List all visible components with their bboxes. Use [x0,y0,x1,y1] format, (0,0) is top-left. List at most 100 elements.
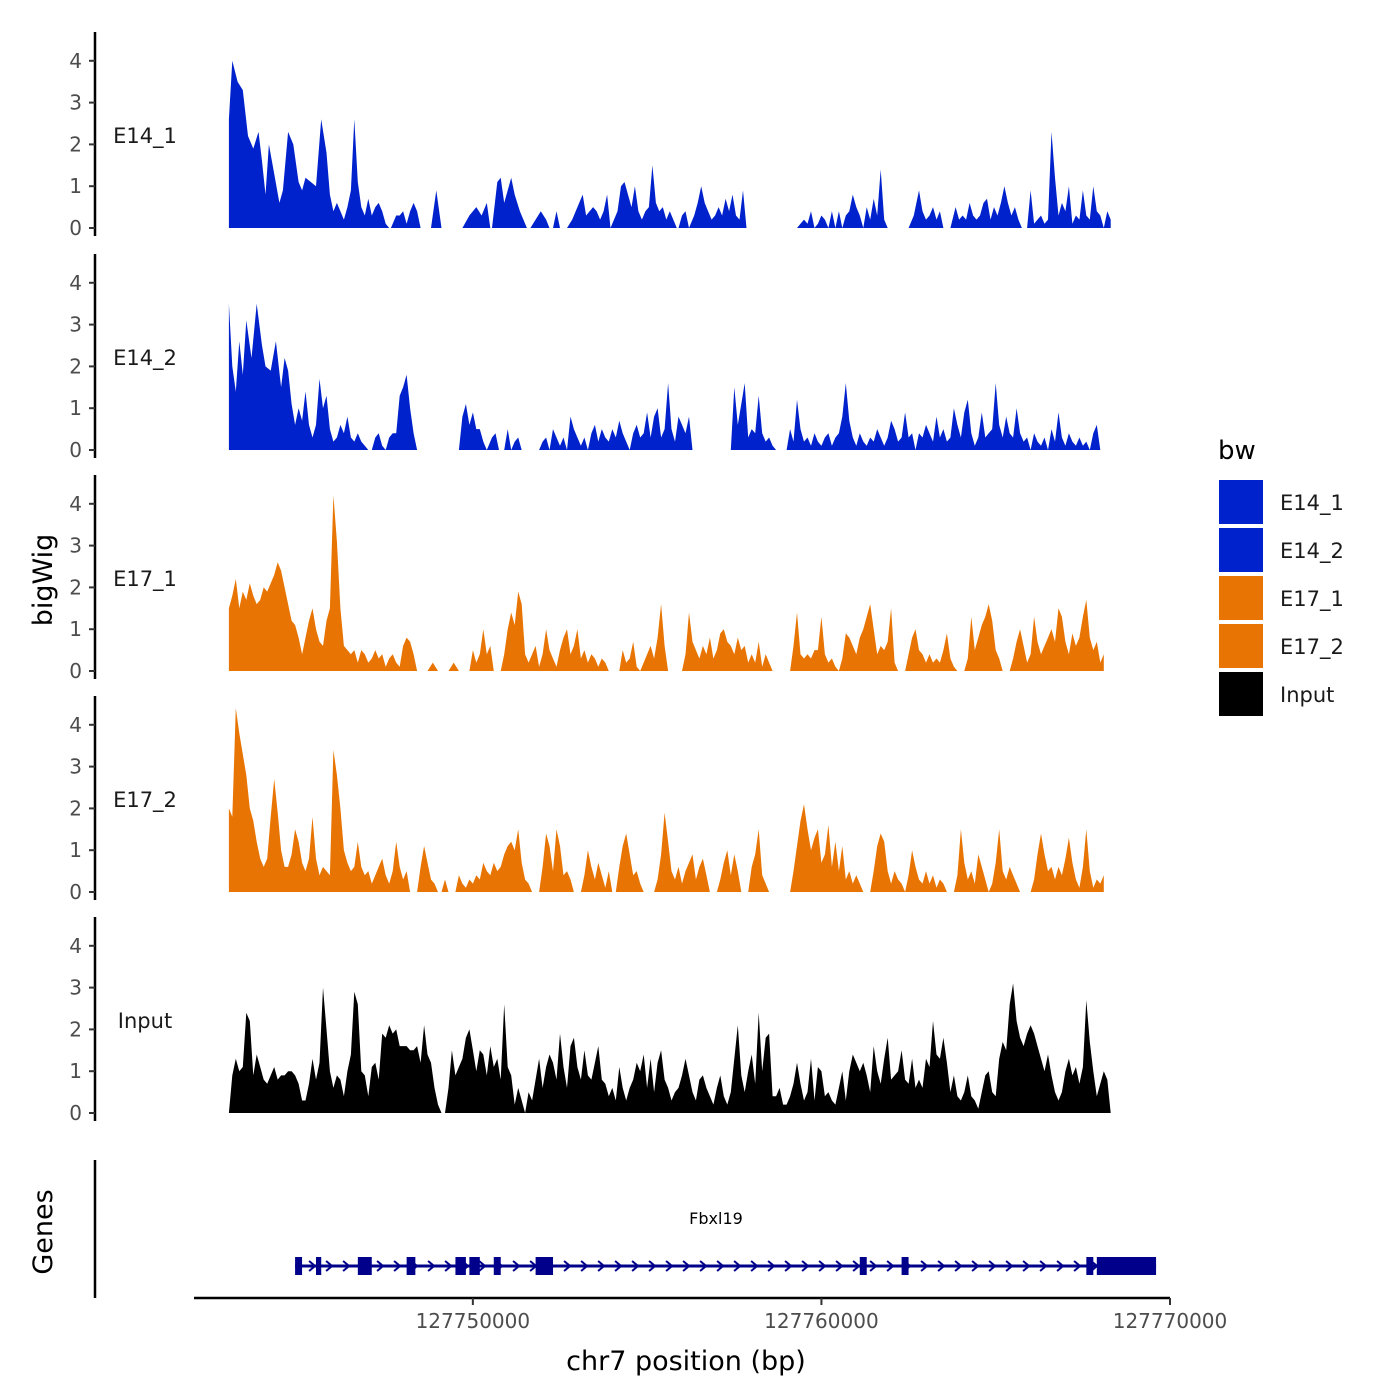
track-E17_2: 0 1 2 3 4 E17_2 [69,696,1104,904]
strand-arrow [682,1260,691,1272]
gene-exon [1096,1257,1157,1275]
strand-arrow [988,1260,997,1272]
y-tick-label-E14_2: 0 [69,438,82,462]
strand-arrow [852,1260,861,1272]
strand-arrow [869,1260,878,1272]
y-tick-label-E14_2: 2 [69,354,82,378]
legend-label-E14_2: E14_2 [1280,539,1344,564]
strand-arrow [971,1260,980,1272]
legend-key-Input [1219,672,1263,716]
y-tick-label-Input: 0 [69,1101,82,1125]
strand-arrow [512,1260,521,1272]
genes-axis-title: Genes [28,1189,59,1274]
y-tick-label-E14_1: 0 [69,216,82,240]
y-tick-label-Input: 2 [69,1017,82,1041]
track-label-Input: Input [118,1009,172,1033]
strand-arrow [784,1260,793,1272]
strand-arrow [563,1260,572,1272]
track-label-E17_2: E17_2 [113,788,177,813]
strand-arrow [614,1260,623,1272]
y-axis-title: bigWig [28,534,59,627]
legend-key-E14_1 [1219,480,1263,524]
gene-name-label: Fbxl19 [689,1209,743,1228]
strand-arrow [801,1260,810,1272]
strand-arrow [631,1260,640,1272]
track-label-E17_1: E17_1 [113,567,177,592]
strand-arrow [767,1260,776,1272]
legend-title: bw [1218,436,1256,466]
strand-arrow [1005,1260,1014,1272]
legend-key-E14_2 [1219,528,1263,572]
track-E14_1: 0 1 2 3 4 E14_1 [69,32,1111,240]
legend-label-E17_2: E17_2 [1280,635,1344,660]
strand-arrow [1073,1260,1082,1272]
strand-arrow [750,1260,759,1272]
y-tick-label-E14_1: 1 [69,174,82,198]
track-E14_2: 0 1 2 3 4 E14_2 [69,254,1101,462]
gene-track-panel: Fbxl19 [93,1160,1157,1298]
x-tick-label: 127770000 [1113,1309,1228,1333]
y-tick-label-E14_2: 3 [69,313,82,337]
y-tick-label-E17_1: 4 [69,492,82,516]
strand-arrow [342,1260,351,1272]
coverage-area-E14_2 [228,303,1101,450]
coverage-tracks: 0 1 2 3 4 E14_1 0 1 2 3 4 E14_2 0 1 2 3 4 E17_1 0 1 2 3 4 E17_2… [69,32,1111,1125]
track-E17_1: 0 1 2 3 4 E17_1 [69,475,1104,683]
strand-arrow [325,1260,334,1272]
strand-arrow [308,1260,317,1272]
strand-arrow [597,1260,606,1272]
legend-label-Input: Input [1280,683,1334,707]
y-tick-label-E17_1: 1 [69,617,82,641]
coverage-area-Input [228,983,1111,1113]
y-tick-label-E14_1: 4 [69,49,82,73]
coverage-area-E17_1 [228,495,1104,671]
y-tick-label-E17_2: 2 [69,796,82,820]
gene-exon [535,1257,554,1275]
track-label-E14_2: E14_2 [113,346,177,371]
y-tick-label-E17_2: 1 [69,838,82,862]
strand-arrow [937,1260,946,1272]
strand-arrow [478,1260,487,1272]
y-tick-label-E17_2: 4 [69,713,82,737]
x-axis-title: chr7 position (bp) [566,1346,806,1377]
gene-exon [493,1257,501,1275]
gene-exon [1086,1257,1094,1275]
y-tick-label-Input: 1 [69,1059,82,1083]
gene-exon [469,1257,480,1275]
strand-arrow [954,1260,963,1272]
x-axis: 127750000 127760000 127770000 [194,1296,1228,1333]
strand-arrow [886,1260,895,1272]
legend-label-E17_1: E17_1 [1280,587,1344,612]
track-label-E14_1: E14_1 [113,124,177,149]
strand-arrow [1056,1260,1065,1272]
gene-exon [859,1257,867,1275]
strand-arrow [1039,1260,1048,1272]
legend: bw E14_1 E14_2 E17_1 E17_2 Input [1218,436,1344,716]
y-tick-label-E14_2: 1 [69,396,82,420]
strand-arrow [648,1260,657,1272]
strand-arrow [393,1260,402,1272]
coverage-area-E17_2 [228,708,1104,892]
gene-exon [316,1257,322,1275]
strand-arrow [699,1260,708,1272]
strand-arrow [444,1260,453,1272]
coverage-area-E14_1 [228,60,1111,228]
track-Input: 0 1 2 3 4 Input [69,917,1111,1125]
gene-exon [295,1257,303,1275]
legend-key-E17_1 [1219,576,1263,620]
strand-arrow [665,1260,674,1272]
strand-arrow [920,1260,929,1272]
strand-arrow [1022,1260,1031,1272]
gene-exon [455,1257,466,1275]
strand-arrow [835,1260,844,1272]
y-tick-label-E14_1: 3 [69,91,82,115]
y-tick-label-E17_1: 0 [69,659,82,683]
strand-arrow [716,1260,725,1272]
y-tick-label-E17_1: 3 [69,534,82,558]
legend-key-E17_2 [1219,624,1263,668]
y-tick-label-Input: 4 [69,934,82,958]
strand-arrow [376,1260,385,1272]
y-tick-label-E17_1: 2 [69,575,82,599]
legend-label-E14_1: E14_1 [1280,491,1344,516]
